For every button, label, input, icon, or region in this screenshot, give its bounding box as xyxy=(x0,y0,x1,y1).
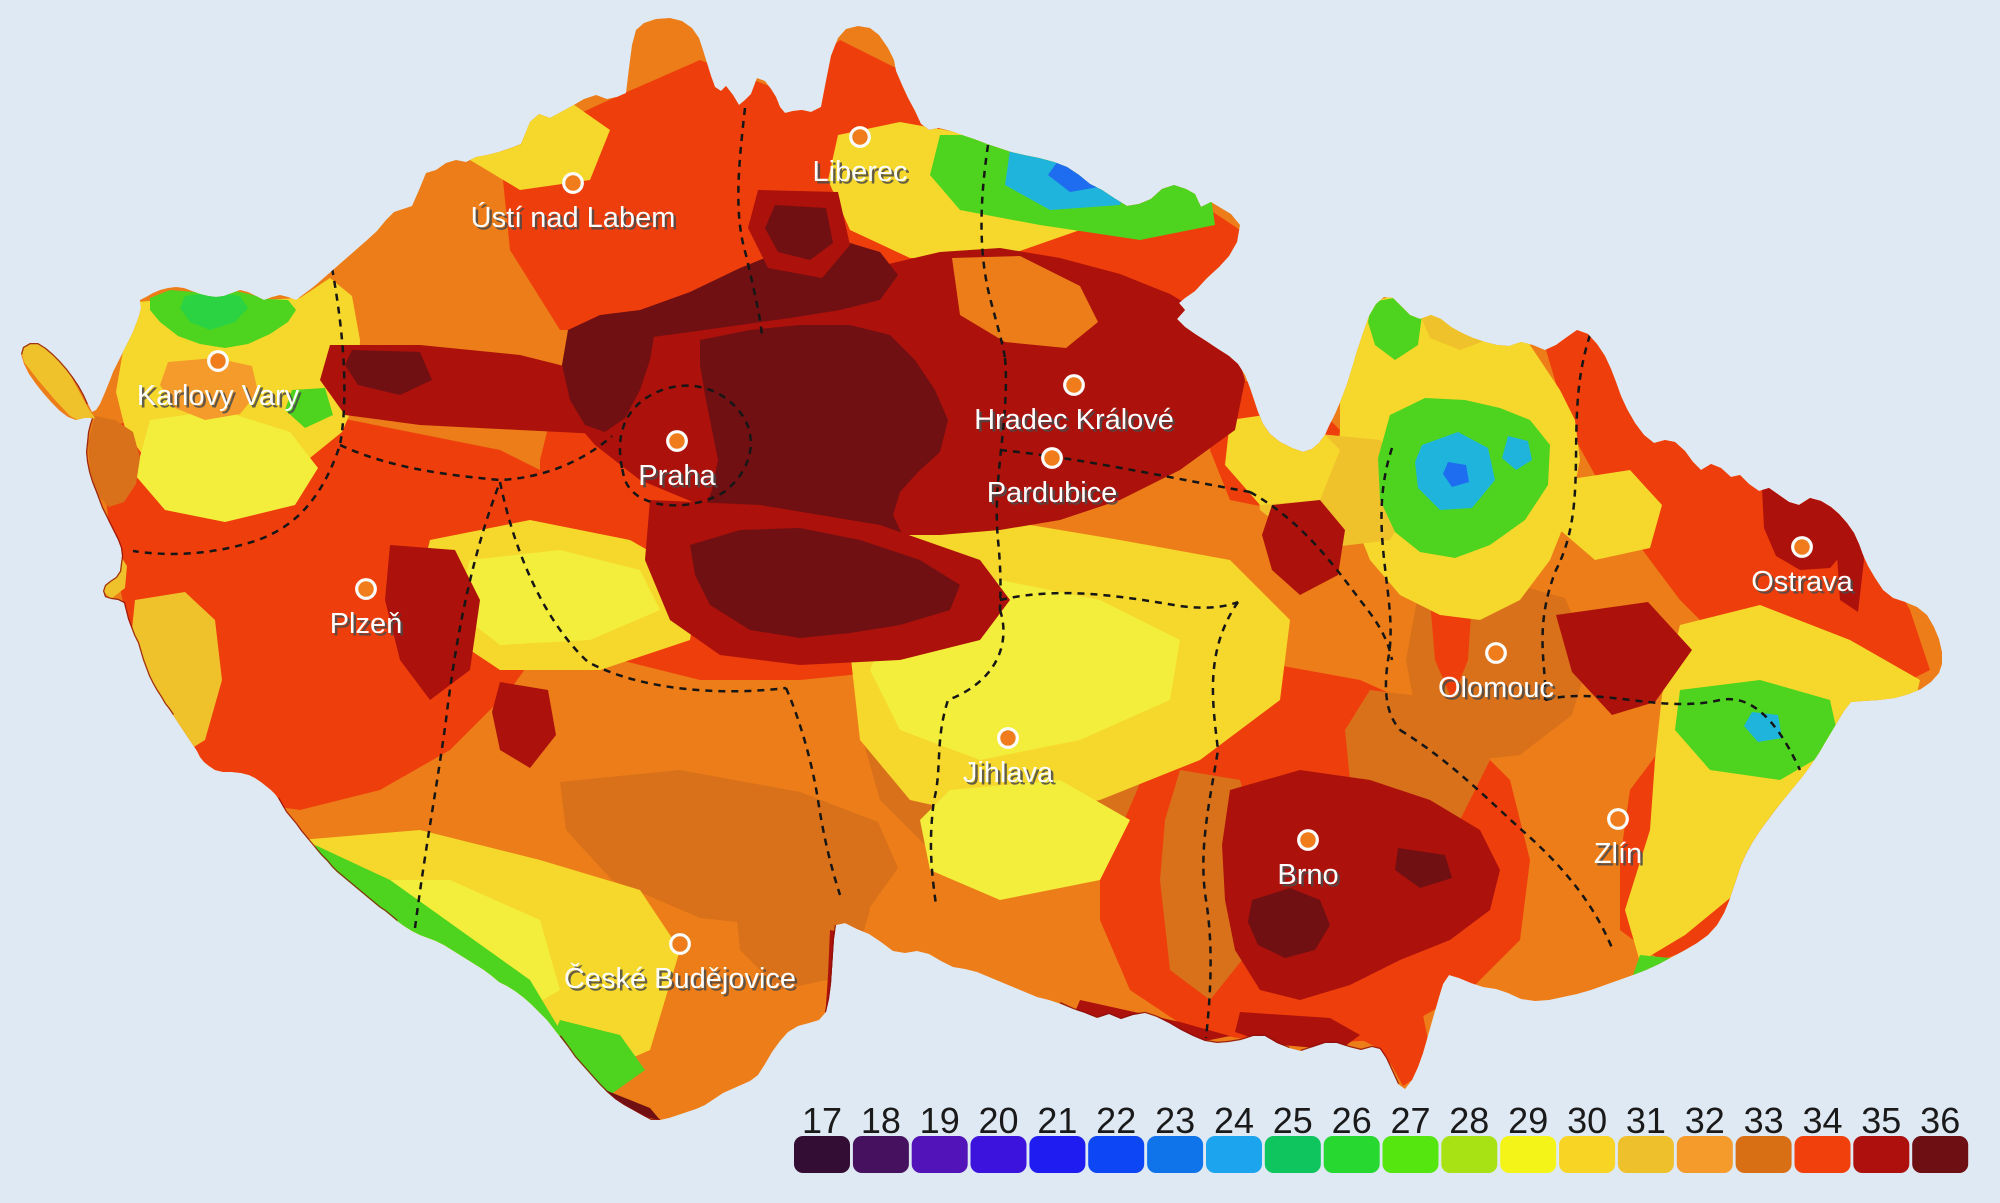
svg-text:Karlovy Vary: Karlovy Vary xyxy=(137,380,300,412)
svg-text:České Budějovice: České Budějovice xyxy=(566,964,798,998)
svg-text:Olomouc: Olomouc xyxy=(1440,675,1556,707)
svg-text:29: 29 xyxy=(1508,1100,1548,1141)
svg-text:Liberec: Liberec xyxy=(812,156,907,188)
svg-text:30: 30 xyxy=(1567,1100,1607,1141)
svg-text:23: 23 xyxy=(1155,1100,1195,1141)
svg-text:Karlovy Vary: Karlovy Vary xyxy=(139,383,302,415)
svg-text:36: 36 xyxy=(1920,1100,1960,1141)
svg-text:Plzeň: Plzeň xyxy=(330,608,403,640)
svg-text:Jihlava: Jihlava xyxy=(963,757,1054,789)
svg-text:Praha: Praha xyxy=(638,460,716,492)
svg-text:Liberec: Liberec xyxy=(815,159,910,191)
svg-text:Brno: Brno xyxy=(1277,859,1338,891)
svg-text:Praha: Praha xyxy=(641,463,719,495)
svg-text:Hradec Králové: Hradec Králové xyxy=(977,407,1177,439)
svg-text:33: 33 xyxy=(1744,1100,1784,1141)
svg-text:Pardubice: Pardubice xyxy=(987,477,1118,509)
svg-text:Pardubice: Pardubice xyxy=(989,480,1120,512)
svg-text:24: 24 xyxy=(1214,1100,1254,1141)
svg-text:Ústí nad Labem: Ústí nad Labem xyxy=(473,204,678,237)
svg-text:26: 26 xyxy=(1332,1100,1372,1141)
svg-text:Olomouc: Olomouc xyxy=(1438,672,1554,704)
svg-text:18: 18 xyxy=(861,1100,901,1141)
svg-text:19: 19 xyxy=(920,1100,960,1141)
svg-text:27: 27 xyxy=(1390,1100,1430,1141)
svg-text:20: 20 xyxy=(978,1100,1018,1141)
svg-text:25: 25 xyxy=(1273,1100,1313,1141)
svg-text:22: 22 xyxy=(1096,1100,1136,1141)
svg-text:Plzeň: Plzeň xyxy=(332,611,405,643)
svg-text:Ústí nad Labem: Ústí nad Labem xyxy=(471,201,676,234)
svg-text:Ostrava: Ostrava xyxy=(1754,569,1856,601)
svg-text:Zlín: Zlín xyxy=(1594,838,1642,870)
svg-text:České Budějovice: České Budějovice xyxy=(564,961,796,995)
svg-text:Brno: Brno xyxy=(1280,862,1341,894)
svg-text:32: 32 xyxy=(1685,1100,1725,1141)
svg-text:Jihlava: Jihlava xyxy=(965,760,1056,792)
svg-text:17: 17 xyxy=(802,1100,842,1141)
svg-text:Zlín: Zlín xyxy=(1596,841,1644,873)
svg-text:Ostrava: Ostrava xyxy=(1751,566,1853,598)
svg-text:28: 28 xyxy=(1449,1100,1489,1141)
svg-text:35: 35 xyxy=(1861,1100,1901,1141)
svg-text:31: 31 xyxy=(1626,1100,1666,1141)
svg-text:21: 21 xyxy=(1037,1100,1077,1141)
svg-text:Hradec Králové: Hradec Králové xyxy=(974,404,1174,436)
svg-text:34: 34 xyxy=(1802,1100,1842,1141)
